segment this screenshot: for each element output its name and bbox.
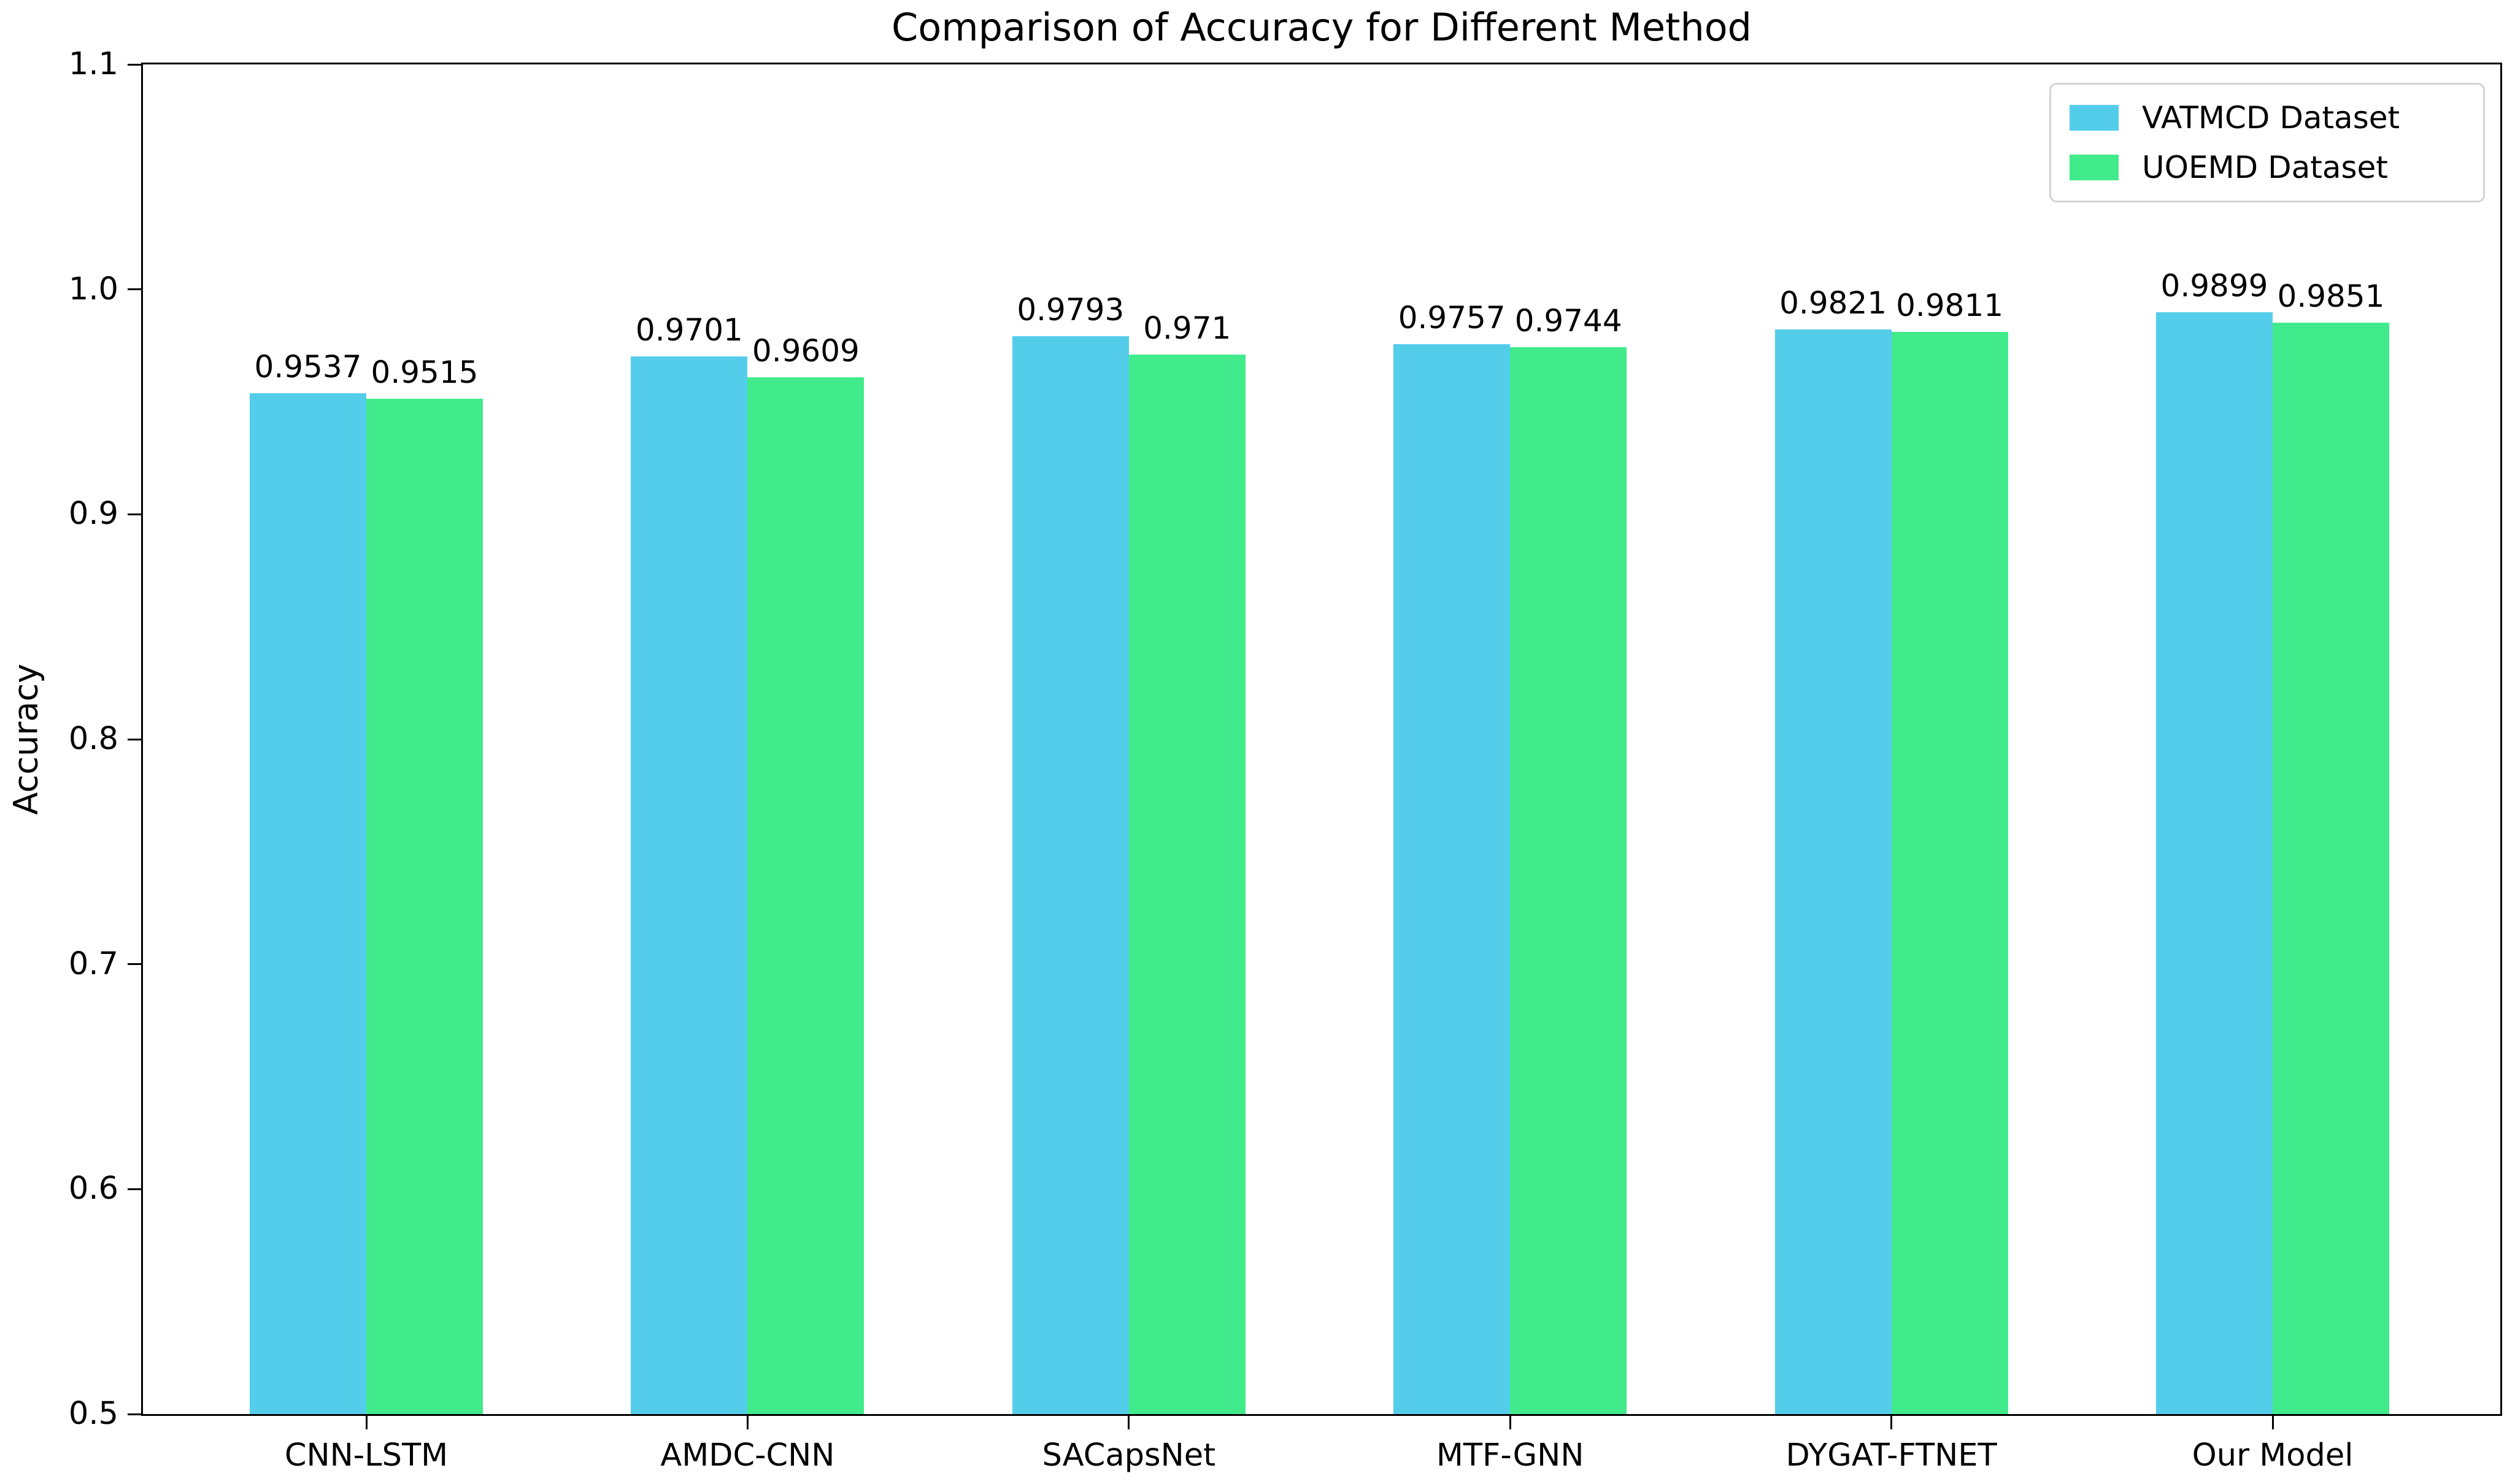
- bar: [1393, 344, 1511, 1414]
- x-tick-mark: [1890, 1416, 1893, 1429]
- bar: [747, 377, 865, 1414]
- bar: [2156, 312, 2273, 1414]
- bar-value-label: 0.971: [1143, 310, 1231, 346]
- x-tick-mark: [1509, 1416, 1511, 1429]
- bar-value-label: 0.9744: [1514, 302, 1622, 339]
- bar: [2273, 323, 2389, 1414]
- x-tick-mark: [746, 1416, 749, 1429]
- legend: VATMCD Dataset UOEMD Dataset: [2049, 83, 2485, 202]
- bar-value-label: 0.9757: [1398, 299, 1506, 336]
- bar: [366, 398, 483, 1414]
- y-tick-mark: [128, 288, 141, 291]
- bar: [1510, 347, 1627, 1414]
- chart-title: Comparison of Accuracy for Different Met…: [891, 5, 1752, 50]
- legend-item-uoemd: UOEMD Dataset: [2070, 150, 2465, 185]
- y-tick-label: 1.1: [68, 46, 118, 82]
- bar-value-label: 0.9537: [254, 349, 362, 385]
- bar-value-label: 0.9851: [2277, 279, 2385, 315]
- y-tick-mark: [128, 513, 141, 515]
- y-tick-label: 0.6: [68, 1171, 118, 1207]
- bar: [1012, 336, 1129, 1414]
- y-tick-mark: [128, 963, 141, 966]
- bar-value-label: 0.9899: [2160, 267, 2268, 304]
- x-tick-label: Our Model: [2192, 1437, 2354, 1474]
- legend-label-vatmcd: VATMCD Dataset: [2142, 100, 2400, 136]
- y-tick-mark: [128, 63, 141, 66]
- bar-value-label: 0.9793: [1017, 291, 1125, 328]
- x-tick-mark: [1128, 1416, 1130, 1429]
- legend-swatch-uoemd: [2070, 154, 2119, 180]
- bar-value-label: 0.9821: [1779, 285, 1887, 321]
- y-tick-label: 0.8: [68, 721, 118, 757]
- bar-value-label: 0.9515: [371, 354, 479, 390]
- bar-value-label: 0.9609: [752, 333, 860, 369]
- y-tick-mark: [128, 738, 141, 740]
- legend-label-uoemd: UOEMD Dataset: [2142, 149, 2388, 185]
- y-tick-label: 0.5: [68, 1396, 118, 1432]
- bar-value-label: 0.9701: [635, 312, 743, 348]
- legend-swatch-vatmcd: [2070, 105, 2119, 131]
- x-tick-label: DYGAT-FTNET: [1785, 1437, 1997, 1474]
- bar: [250, 393, 366, 1414]
- bar: [1128, 355, 1246, 1414]
- x-tick-label: SACapsNet: [1042, 1437, 1216, 1474]
- x-tick-mark: [365, 1416, 368, 1429]
- y-tick-label: 1.0: [68, 271, 118, 307]
- y-tick-mark: [128, 1188, 141, 1190]
- bar: [1891, 331, 2008, 1414]
- x-tick-mark: [2271, 1416, 2274, 1429]
- bar: [1774, 329, 1892, 1414]
- x-tick-label: MTF-GNN: [1436, 1437, 1584, 1474]
- x-tick-label: AMDC-CNN: [660, 1437, 835, 1474]
- legend-item-vatmcd: VATMCD Dataset: [2070, 100, 2465, 136]
- plot-area: 0.9537 0.9515 0.9701 0.9609 0.9793 0.971 0.975…: [141, 63, 2502, 1416]
- y-tick-label: 0.9: [68, 496, 118, 532]
- y-tick-mark: [128, 1413, 141, 1415]
- bar-value-label: 0.9811: [1896, 287, 2004, 323]
- x-tick-label: CNN-LSTM: [284, 1437, 449, 1474]
- bar: [631, 356, 748, 1414]
- y-tick-label: 0.7: [68, 945, 118, 982]
